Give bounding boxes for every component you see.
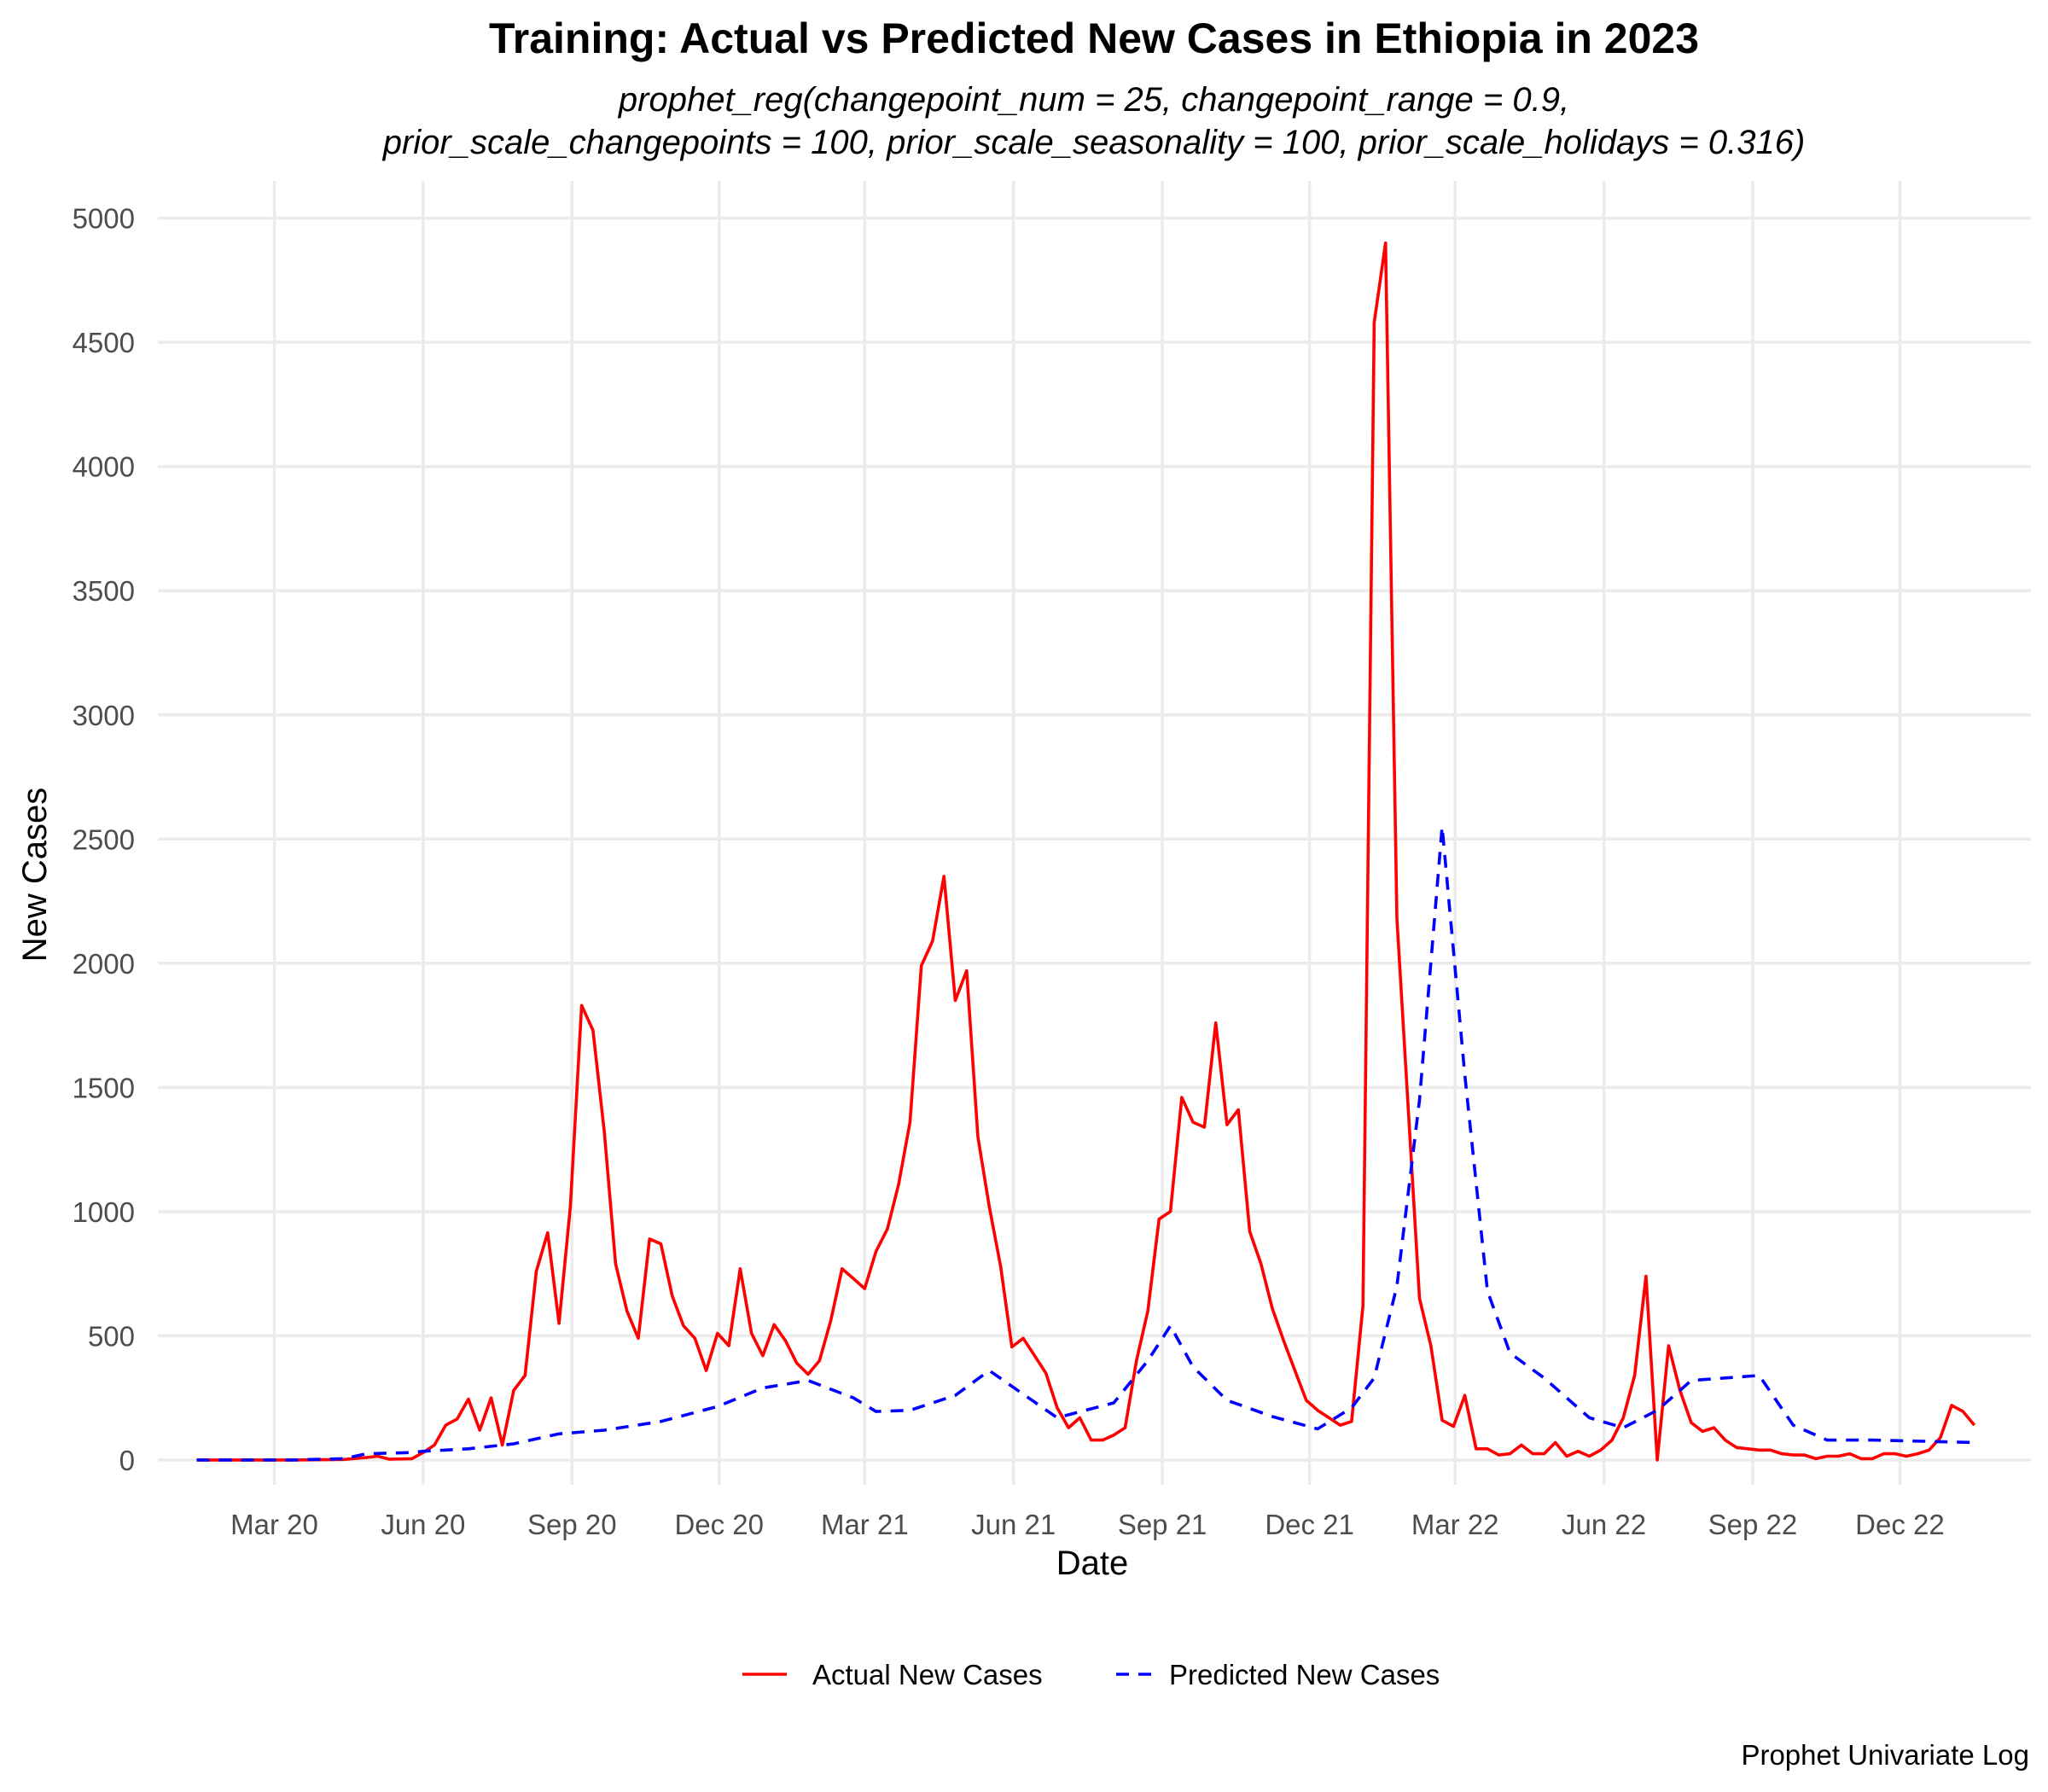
y-tick-label: 1000 — [73, 1196, 135, 1228]
grid — [158, 181, 2031, 1485]
y-tick-label: 2000 — [73, 948, 135, 980]
y-tick-label: 3000 — [73, 700, 135, 731]
y-tick-label: 4000 — [73, 451, 135, 483]
x-tick-label: Dec 20 — [674, 1509, 764, 1540]
x-tick-label: Mar 20 — [230, 1509, 318, 1540]
x-tick-label: Jun 20 — [381, 1509, 465, 1540]
y-tick-label: 3500 — [73, 575, 135, 607]
x-tick-label: Sep 21 — [1118, 1509, 1207, 1540]
x-axis-ticks: Mar 20 Jun 20 Sep 20 Dec 20 Mar 21 Jun 21 Sep … — [230, 1509, 1945, 1540]
x-tick-label: Sep 20 — [527, 1509, 617, 1540]
y-axis-ticks: 0 500 1000 1500 2000 2500 3000 3500 4000 4500 5000 — [73, 203, 135, 1476]
chart-title: Training: Actual vs Predicted New Cases … — [489, 15, 1699, 62]
x-tick-label: Mar 22 — [1411, 1509, 1499, 1540]
x-axis-title: Date — [1056, 1545, 1129, 1582]
y-tick-label: 1500 — [73, 1072, 135, 1103]
chart-caption: Prophet Univariate Log — [1741, 1739, 2029, 1771]
series-line-0 — [196, 241, 1976, 1462]
series-lines — [196, 241, 1976, 1462]
y-tick-label: 2500 — [73, 823, 135, 855]
y-tick-label: 5000 — [73, 203, 135, 235]
legend-label-0: Actual New Cases — [812, 1659, 1043, 1690]
y-tick-label: 500 — [88, 1320, 135, 1352]
x-tick-label: Jun 21 — [971, 1509, 1056, 1540]
x-tick-label: Sep 22 — [1708, 1509, 1798, 1540]
x-tick-label: Mar 21 — [821, 1509, 909, 1540]
x-tick-label: Jun 22 — [1562, 1509, 1646, 1540]
chart-subtitle-line-2: prior_scale_changepoints = 100, prior_sc… — [382, 124, 1806, 161]
y-tick-label: 0 — [119, 1445, 135, 1476]
chart-subtitle-line-1: prophet_reg(changepoint_num = 25, change… — [618, 81, 1569, 119]
x-tick-label: Dec 22 — [1855, 1509, 1945, 1540]
y-axis-title: New Cases — [16, 788, 54, 963]
series-line-1 — [196, 824, 1975, 1462]
legend: Actual New Cases Predicted New Cases — [742, 1659, 1440, 1690]
y-tick-label: 4500 — [73, 327, 135, 358]
x-tick-label: Dec 21 — [1265, 1509, 1354, 1540]
legend-label-1: Predicted New Cases — [1169, 1659, 1440, 1690]
